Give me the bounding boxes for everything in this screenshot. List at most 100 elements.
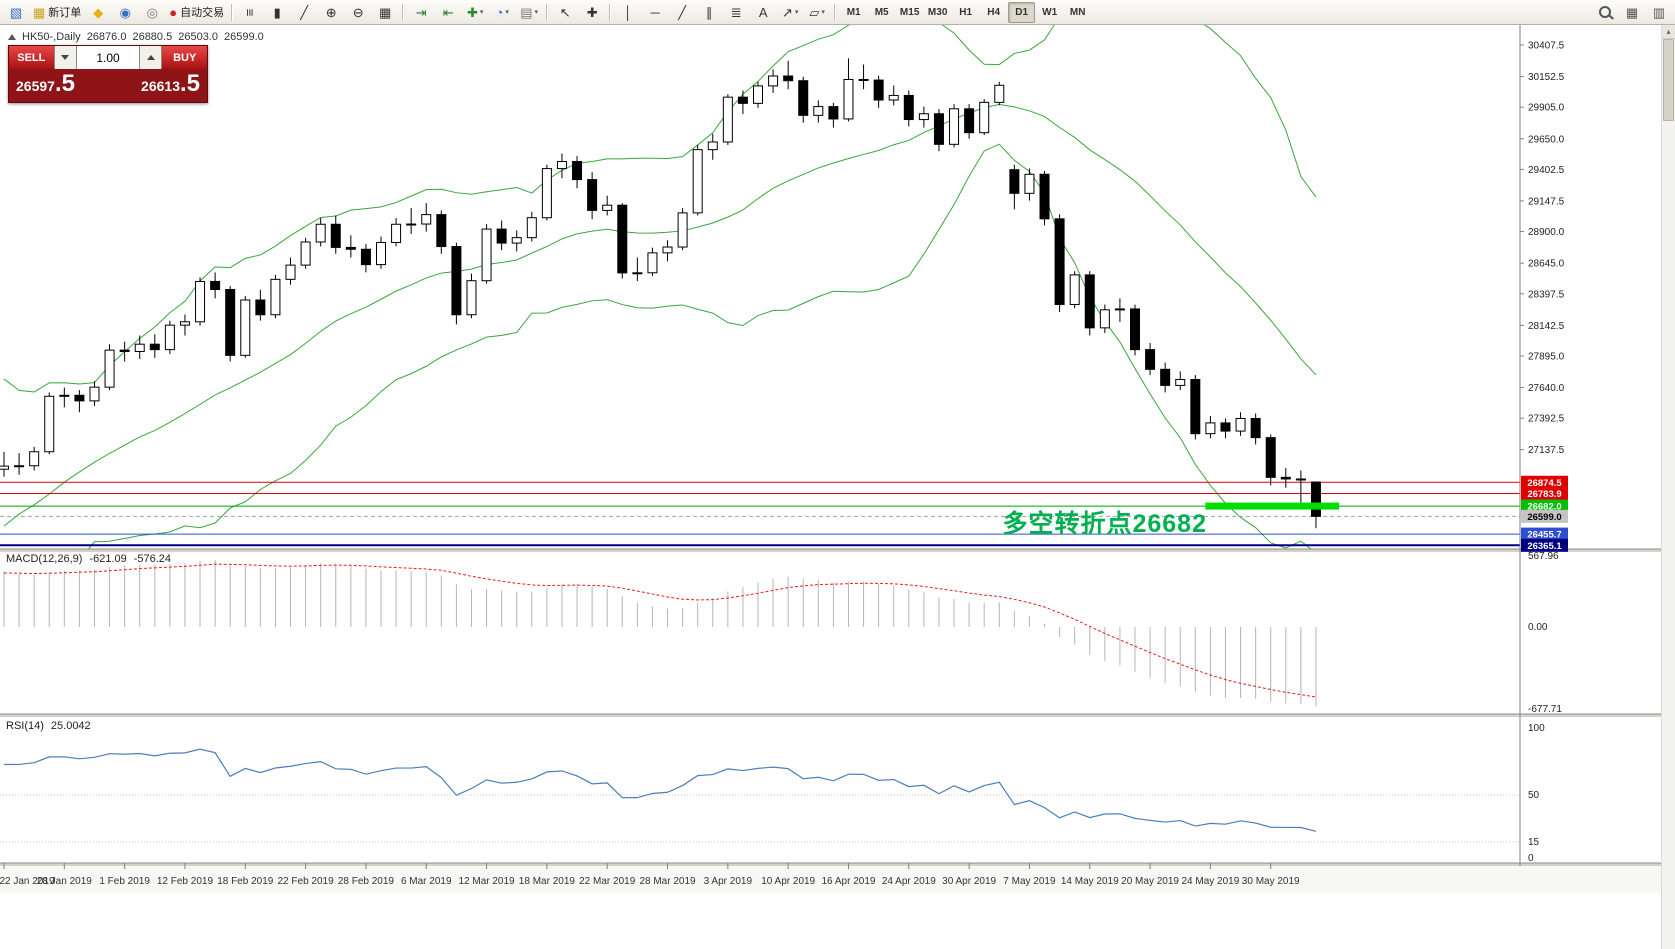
price-tag-label: 26365.1 [1527, 541, 1562, 552]
price-tag [1521, 538, 1568, 552]
indicators-glyph-icon: ✚ [466, 4, 478, 20]
periods-button[interactable]: ◔ ▾ [489, 1, 515, 23]
search-button[interactable] [1592, 1, 1618, 23]
shapes-icon[interactable]: ▱ ▾ [804, 1, 830, 23]
timeframe-m5-button[interactable]: M5 [874, 6, 889, 18]
candles-layer [0, 58, 1321, 529]
terminal-panel-icon[interactable]: ▥ [1646, 1, 1672, 23]
bar-chart-icon[interactable]: ≡ [237, 1, 263, 23]
templates-button[interactable]: ▤ ▾ [516, 1, 542, 23]
market-watch-icon[interactable]: ◉ [112, 1, 138, 23]
autotrading-button[interactable]: ● 自动交易 [166, 1, 227, 23]
price-tick-label: 27137.5 [1528, 445, 1565, 456]
timeframe-m15-button[interactable]: M15 [899, 6, 920, 18]
vertical-scrollbar[interactable]: ▴ [1661, 25, 1675, 949]
bollinger-lower-band [87, 143, 1312, 549]
sell-button[interactable]: SELL [9, 46, 54, 69]
dropdown-caret-icon: ▾ [479, 9, 484, 16]
highlight-level-bar[interactable] [1205, 502, 1340, 510]
candle [74, 394, 85, 402]
tile-windows-icon[interactable]: ▦ [372, 1, 398, 23]
candle [149, 343, 160, 351]
data-window-icon-glyph-icon: ▦ [1625, 4, 1639, 20]
chart-ohlc-header: HK50-,Daily 26876.0 26880.5 26503.0 2659… [8, 31, 264, 43]
bollinger-middle-band [3, 103, 1317, 527]
data-history-icon[interactable]: ◎ [139, 1, 165, 23]
chart-shift-icon[interactable]: ⇤ [435, 1, 461, 23]
equidistant-channel-icon[interactable]: ∥ [696, 1, 722, 23]
data-window-icon[interactable]: ▦ [1619, 1, 1645, 23]
horizontal-line-icon[interactable]: ─ [642, 1, 668, 23]
chart-annotation[interactable]: 多空转折点26682 [1002, 510, 1207, 538]
candle [707, 141, 718, 151]
text-label-icon[interactable]: A [750, 1, 776, 23]
timeframe-w1-button[interactable]: W1 [1042, 6, 1058, 18]
buy-price: 26613.5 [141, 70, 200, 97]
lot-size-input[interactable] [77, 46, 139, 69]
candle [330, 223, 341, 248]
candle [119, 349, 130, 352]
candle [783, 75, 794, 82]
candle [798, 80, 809, 116]
candle [979, 101, 990, 134]
vertical-line-icon[interactable]: │ [615, 1, 641, 23]
dropdown-caret-icon: ▾ [534, 9, 539, 16]
candle [1009, 169, 1020, 194]
scrollbar-thumb[interactable] [1663, 39, 1674, 121]
lot-increase-button[interactable] [139, 46, 163, 69]
fibonacci-icon[interactable]: ≣ [723, 1, 749, 23]
crosshair-icon[interactable]: ✚ [579, 1, 605, 23]
price-tag-label: 26682.0 [1527, 502, 1561, 513]
candle [255, 299, 266, 316]
new-chart-icon[interactable]: ▧ [3, 1, 29, 23]
candle [1114, 308, 1125, 311]
arrows-icon[interactable]: ↗ ▾ [777, 1, 803, 23]
pane-splitter[interactable] [0, 549, 1675, 552]
candle [179, 321, 190, 326]
pane-splitter[interactable] [0, 863, 1675, 866]
candle [888, 94, 899, 101]
candle [994, 84, 1005, 103]
timeframe-mn-button[interactable]: MN [1069, 6, 1086, 18]
line-chart-icon[interactable]: ╱ [291, 1, 317, 23]
auto-scroll-icon[interactable]: ⇥ [408, 1, 434, 23]
candle [376, 241, 386, 266]
candle [14, 465, 25, 468]
trendline-icon[interactable]: ╱ [669, 1, 695, 23]
metaeditor-icon[interactable]: ◆ [85, 1, 111, 23]
zoom-out-icon[interactable]: ⊖ [345, 1, 371, 23]
lot-decrease-button[interactable] [53, 46, 77, 69]
date-label: 14 May 2019 [1061, 876, 1119, 887]
candle [511, 237, 522, 244]
timeframe-h4-button[interactable]: H4 [987, 6, 1001, 18]
scroll-up-arrow-icon[interactable]: ▴ [1662, 25, 1675, 39]
price-tick-label: 29650.0 [1528, 134, 1565, 145]
pane-splitter[interactable] [0, 714, 1675, 717]
timeframe-d1-button[interactable]: D1 [1008, 1, 1036, 23]
indicators-button[interactable]: ✚ ▾ [462, 1, 488, 23]
timeframe-h1-button[interactable]: H1 [959, 6, 973, 18]
symbol-marker-icon [8, 34, 16, 40]
candle [1039, 173, 1050, 220]
shapes-icon-glyph-icon: ▱ [809, 4, 820, 20]
price-tick-label: 28645.0 [1528, 259, 1565, 270]
candle [843, 78, 854, 120]
zoom-in-icon[interactable]: ⊕ [318, 1, 344, 23]
candle [1265, 437, 1276, 478]
candle [225, 288, 236, 356]
candlestick-chart-icon[interactable]: ▮ [264, 1, 290, 23]
buy-button[interactable]: BUY [162, 46, 207, 69]
market-watch-icon-glyph-icon: ◉ [119, 4, 131, 20]
date-label: 20 May 2019 [1121, 876, 1179, 887]
new-order-button[interactable]: ▦ 新订单 [30, 1, 84, 23]
date-label: 24 May 2019 [1181, 876, 1239, 887]
candle [964, 108, 975, 134]
timeframe-m30-button[interactable]: M30 [927, 6, 948, 18]
candle [436, 214, 447, 248]
timeframe-m1-button[interactable]: M1 [846, 6, 861, 18]
date-label: 22 Jan 2019 [0, 876, 55, 887]
date-label: 28 Feb 2019 [338, 876, 395, 887]
cursor-icon[interactable]: ↖ [552, 1, 578, 23]
equidistant-channel-icon-glyph-icon: ∥ [705, 4, 713, 20]
